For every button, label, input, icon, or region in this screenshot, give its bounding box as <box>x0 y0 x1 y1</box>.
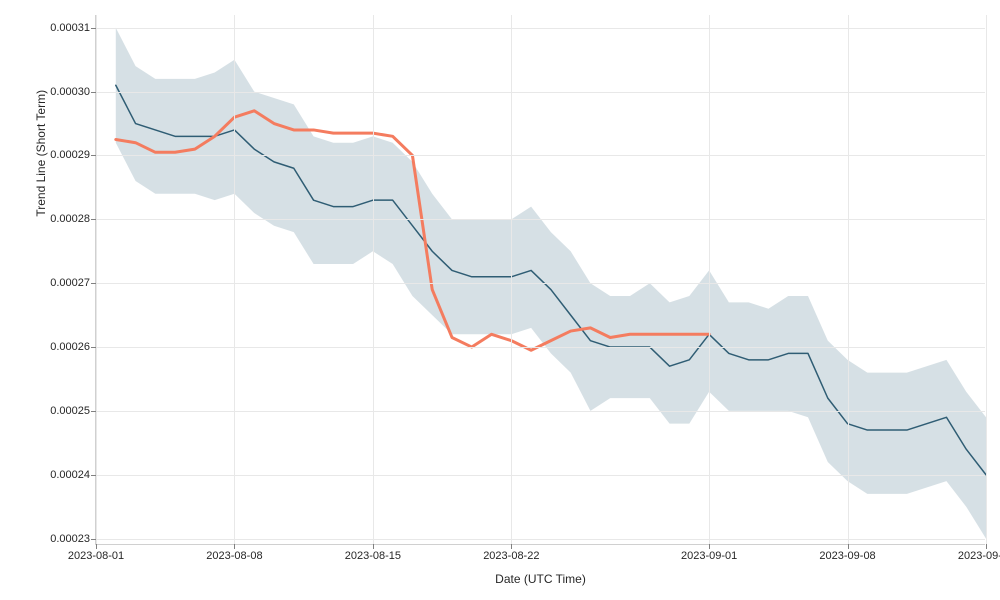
y-tick-label: 0.00031 <box>50 22 90 34</box>
tick-mark-x <box>709 544 710 549</box>
tick-mark-x <box>986 544 987 549</box>
x-tick-label: 2023-08-22 <box>483 550 539 562</box>
x-tick-label: 2023-09-08 <box>819 550 875 562</box>
grid-line-v <box>511 15 512 544</box>
grid-line-h <box>96 539 985 540</box>
chart-container: Date (UTC Time) Trend Line (Short Term) … <box>0 0 1000 600</box>
grid-line-h <box>96 347 985 348</box>
grid-line-h <box>96 475 985 476</box>
x-axis-label: Date (UTC Time) <box>495 572 586 586</box>
grid-line-h <box>96 411 985 412</box>
grid-line-v <box>96 15 97 544</box>
y-tick-label: 0.00025 <box>50 405 90 417</box>
tick-mark-y <box>91 28 96 29</box>
grid-line-h <box>96 219 985 220</box>
tick-mark-y <box>91 219 96 220</box>
grid-line-h <box>96 28 985 29</box>
x-tick-label: 2023-08-08 <box>206 550 262 562</box>
grid-line-v <box>848 15 849 544</box>
tick-mark-y <box>91 539 96 540</box>
grid-line-v <box>709 15 710 544</box>
tick-mark-x <box>373 544 374 549</box>
x-tick-label: 2023-08-15 <box>345 550 401 562</box>
y-tick-label: 0.00024 <box>50 469 90 481</box>
grid-line-v <box>234 15 235 544</box>
tick-mark-y <box>91 92 96 93</box>
plot-area: Date (UTC Time) Trend Line (Short Term) … <box>95 15 985 545</box>
tick-mark-x <box>848 544 849 549</box>
x-tick-label: 2023-08-01 <box>68 550 124 562</box>
y-tick-label: 0.00029 <box>50 149 90 161</box>
x-tick-label: 2023-09-15 <box>958 550 1000 562</box>
tick-mark-y <box>91 347 96 348</box>
chart-svg <box>96 15 986 545</box>
tick-mark-y <box>91 411 96 412</box>
x-tick-label: 2023-09-01 <box>681 550 737 562</box>
y-axis-label: Trend Line (Short Term) <box>34 89 48 216</box>
tick-mark-y <box>91 155 96 156</box>
tick-mark-y <box>91 283 96 284</box>
y-tick-label: 0.00027 <box>50 277 90 289</box>
grid-line-h <box>96 92 985 93</box>
grid-line-h <box>96 283 985 284</box>
grid-line-v <box>986 15 987 544</box>
y-tick-label: 0.00028 <box>50 213 90 225</box>
tick-mark-x <box>96 544 97 549</box>
grid-line-h <box>96 155 985 156</box>
tick-mark-x <box>234 544 235 549</box>
y-tick-label: 0.00030 <box>50 86 90 98</box>
y-tick-label: 0.00026 <box>50 341 90 353</box>
tick-mark-x <box>511 544 512 549</box>
tick-mark-y <box>91 475 96 476</box>
y-tick-label: 0.00023 <box>50 533 90 545</box>
grid-line-v <box>373 15 374 544</box>
